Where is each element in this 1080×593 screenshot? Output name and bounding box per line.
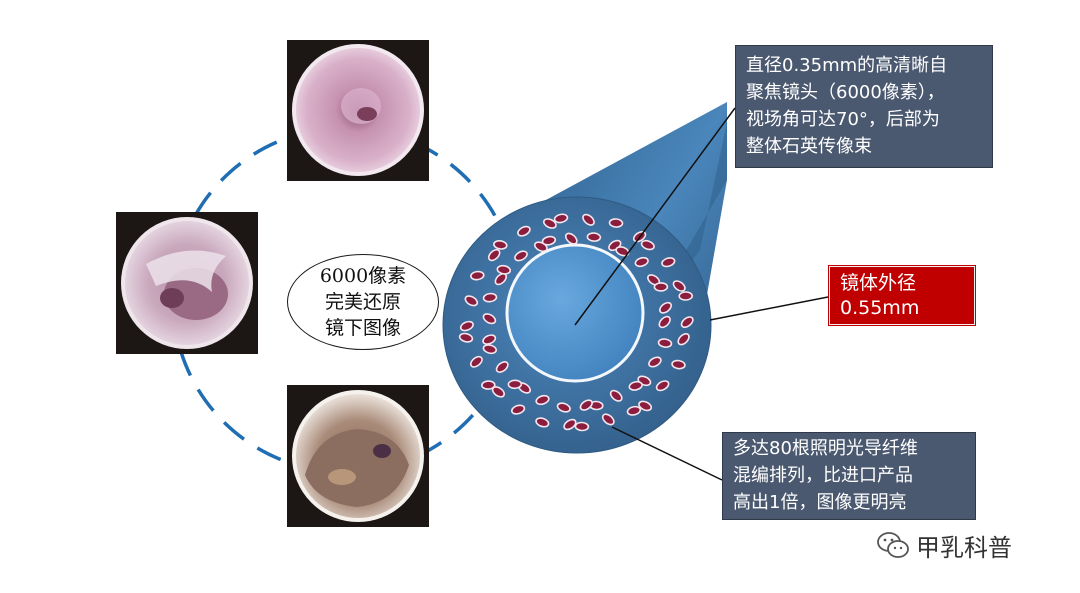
light-fiber [678, 291, 693, 301]
light-fiber [458, 332, 474, 343]
endoscope-image-top [287, 40, 429, 181]
light-fiber [510, 404, 526, 415]
light-fiber [671, 359, 686, 370]
light-fiber [672, 280, 686, 292]
light-fiber [648, 356, 662, 368]
light-fiber [495, 361, 509, 373]
light-fiber [469, 355, 483, 368]
light-fiber [563, 418, 577, 431]
light-fiber [496, 264, 512, 275]
wechat-icon [877, 532, 909, 558]
leader-line-diameter [709, 296, 829, 321]
light-fiber [677, 333, 690, 346]
light-fiber [657, 338, 673, 348]
light-fiber [553, 213, 569, 224]
light-fiber [601, 413, 615, 426]
fiber-group [458, 213, 694, 432]
light-fiber [470, 270, 485, 281]
center-label: 6000像素 完美还原 镜下图像 [287, 254, 439, 350]
light-fiber [659, 301, 672, 314]
light-fiber [535, 394, 550, 406]
light-fiber [556, 402, 571, 413]
light-fiber [609, 389, 623, 402]
leader-line-fibers [611, 426, 723, 481]
light-fiber [653, 282, 669, 292]
leader-line-lens [574, 107, 736, 326]
light-fiber [626, 405, 642, 416]
endoscopic-view-icon [292, 390, 424, 522]
endoscope-image-bottom [287, 385, 429, 527]
light-fiber [482, 313, 497, 325]
light-fiber [541, 235, 557, 246]
light-fiber [517, 225, 531, 237]
light-fiber [487, 248, 501, 262]
light-fiber [586, 232, 602, 242]
light-fiber [638, 400, 653, 412]
watermark-text: 甲乳科普 [916, 533, 1012, 562]
light-fiber [582, 213, 595, 226]
light-fiber [640, 239, 655, 251]
light-fiber [564, 232, 578, 245]
callout-fibers: 多达80根照明光导纤维 混编排列，比进口产品 高出1倍，图像更明亮 [722, 432, 976, 520]
light-fiber [514, 250, 528, 262]
callout-lens: 直径0.35mm的高清晰自 聚焦镜头（6000像素）， 视场角可达70°，后部为… [735, 45, 993, 168]
endoscopic-view-icon [121, 217, 253, 349]
light-fiber [464, 295, 479, 307]
callout-lens-text: 直径0.35mm的高清晰自 聚焦镜头（6000像素）， 视场角可达70°，后部为… [746, 55, 948, 157]
light-fiber [579, 399, 593, 411]
light-fiber [482, 344, 497, 355]
endoscopic-view-icon [292, 44, 424, 176]
light-fiber [628, 380, 643, 391]
light-fiber [608, 218, 624, 228]
light-fiber [655, 380, 670, 392]
light-fiber [658, 315, 671, 329]
light-fiber [574, 421, 590, 432]
light-fiber [661, 257, 676, 268]
endoscope-image-left [116, 212, 258, 354]
light-fiber [493, 240, 508, 250]
light-fiber [482, 292, 498, 303]
light-fiber [481, 380, 496, 390]
lens-circle [505, 243, 645, 383]
light-fiber [535, 417, 550, 428]
light-fiber [634, 256, 649, 268]
light-fiber [542, 218, 557, 229]
light-fiber [507, 379, 523, 390]
light-fiber [680, 316, 694, 328]
center-label-text: 6000像素 完美还原 镜下图像 [319, 265, 407, 339]
callout-outer-diameter: 镜体外径 0.55mm [828, 265, 976, 326]
watermark: 甲乳科普 [876, 527, 1012, 563]
callout-fibers-text: 多达80根照明光导纤维 混编排列，比进口产品 高出1倍，图像更明亮 [733, 438, 918, 513]
callout-outer-diameter-text: 镜体外径 0.55mm [840, 272, 920, 319]
light-fiber [482, 334, 497, 345]
light-fiber [459, 320, 474, 332]
